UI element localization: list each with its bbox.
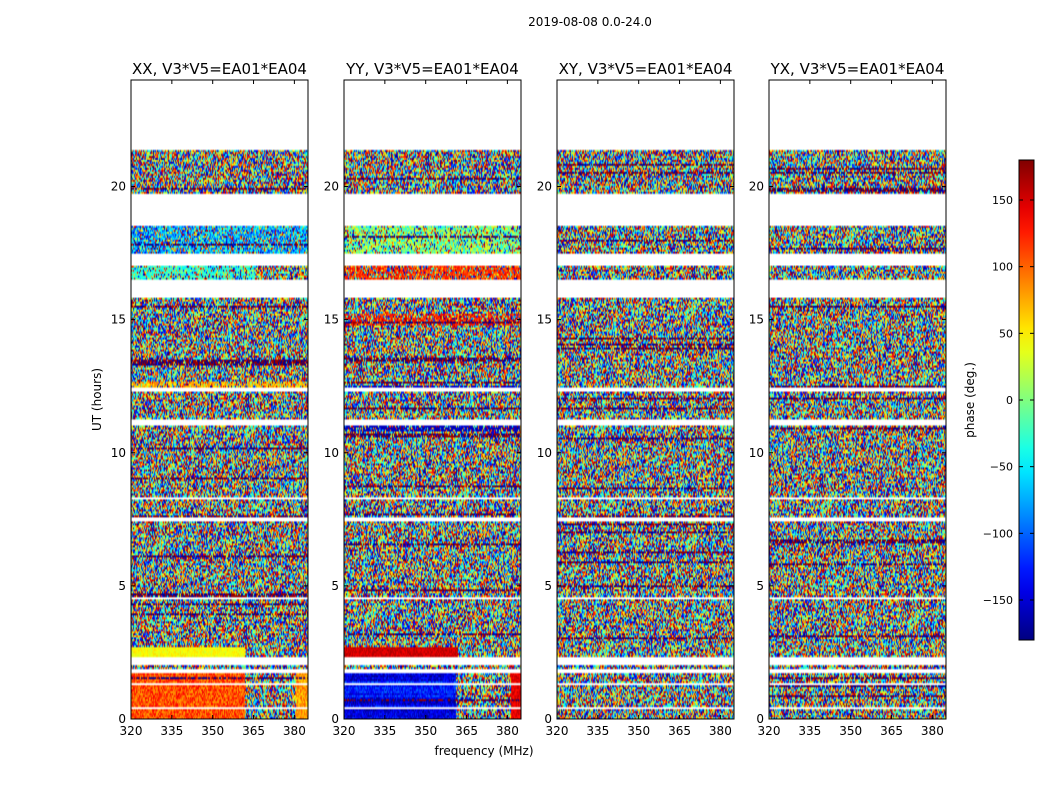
y-tick-label: 10	[749, 446, 764, 460]
y-tick-label: 15	[537, 313, 552, 327]
heatmap-image	[344, 80, 521, 719]
x-tick-label: 320	[120, 724, 143, 738]
colorbar: −150 −100 −50 0 50 100 150 phase (deg.)	[963, 159, 1035, 641]
panel-title: YY, V3*V5=EA01*EA04	[345, 60, 519, 78]
y-tick-label: 0	[331, 712, 339, 726]
panels: XX, V3*V5=EA01*EA04 320 335 350 365 380 0 5 10 15…	[90, 60, 947, 758]
colorbar-tick-label: 150	[992, 194, 1013, 207]
x-tick-label: 335	[798, 724, 821, 738]
x-tick-label: 380	[283, 724, 306, 738]
colorbar-tick-label: 0	[1006, 394, 1013, 407]
y-tick-label: 20	[111, 180, 126, 194]
axes-frame	[343, 79, 522, 720]
y-tick-label: 5	[756, 579, 764, 593]
x-tick-label: 365	[668, 724, 691, 738]
heatmap-image	[131, 80, 308, 719]
y-tick-label: 5	[118, 579, 126, 593]
y-axis-label: UT (hours)	[90, 368, 104, 431]
x-tick-label: 350	[201, 724, 224, 738]
x-tick-label: 365	[880, 724, 903, 738]
colorbar-tick-label: −150	[983, 594, 1013, 607]
x-tick-label: 350	[414, 724, 437, 738]
y-tick-label: 20	[749, 180, 764, 194]
x-tick-label: 380	[496, 724, 519, 738]
y-tick-label: 20	[537, 180, 552, 194]
panel-title: XX, V3*V5=EA01*EA04	[132, 60, 307, 78]
panel-title: XY, V3*V5=EA01*EA04	[559, 60, 733, 78]
x-tick-label: 335	[586, 724, 609, 738]
heatmap-image	[769, 80, 946, 719]
panel-1: XX, V3*V5=EA01*EA04 320 335 350 365 380 0 5 10 15…	[90, 60, 309, 738]
x-tick-label: 365	[455, 724, 478, 738]
y-tick-label: 20	[324, 180, 339, 194]
x-tick-label: 350	[839, 724, 862, 738]
x-tick-label: 350	[627, 724, 650, 738]
x-tick-label: 320	[333, 724, 356, 738]
y-tick-label: 0	[118, 712, 126, 726]
x-axis-label: frequency (MHz)	[434, 744, 533, 758]
x-tick-label: 320	[758, 724, 781, 738]
heatmap-image	[557, 80, 734, 719]
y-tick-label: 10	[537, 446, 552, 460]
axes-frame	[556, 79, 735, 720]
colorbar-tick-label: 50	[999, 327, 1013, 340]
y-tick-label: 5	[544, 579, 552, 593]
panel-2: YY, V3*V5=EA01*EA04 320 335 350 365 380 0 5 10 15…	[324, 60, 534, 758]
axes-frame	[768, 79, 947, 720]
y-tick-label: 5	[331, 579, 339, 593]
figure-title: 2019-08-08 0.0-24.0	[528, 15, 652, 29]
x-tick-label: 320	[546, 724, 569, 738]
x-tick-label: 380	[921, 724, 944, 738]
colorbar-tick-label: −100	[983, 527, 1013, 540]
y-tick-label: 10	[111, 446, 126, 460]
panel-4: YX, V3*V5=EA01*EA04 320 335 350 365 380 0 5 10 15…	[749, 60, 947, 738]
panel-title: YX, V3*V5=EA01*EA04	[770, 60, 945, 78]
y-tick-label: 15	[324, 313, 339, 327]
colorbar-tick-label: 100	[992, 261, 1013, 274]
x-tick-label: 380	[709, 724, 732, 738]
y-tick-label: 0	[756, 712, 764, 726]
panel-3: XY, V3*V5=EA01*EA04 320 335 350 365 380 0 5 10 15…	[537, 60, 735, 738]
colorbar-tick-label: −50	[990, 461, 1013, 474]
y-tick-label: 15	[749, 313, 764, 327]
axes-frame	[130, 79, 309, 720]
y-tick-label: 0	[544, 712, 552, 726]
y-tick-label: 10	[324, 446, 339, 460]
x-tick-label: 335	[160, 724, 183, 738]
x-tick-label: 335	[373, 724, 396, 738]
y-tick-label: 15	[111, 313, 126, 327]
x-tick-label: 365	[242, 724, 265, 738]
colorbar-label: phase (deg.)	[963, 362, 977, 438]
